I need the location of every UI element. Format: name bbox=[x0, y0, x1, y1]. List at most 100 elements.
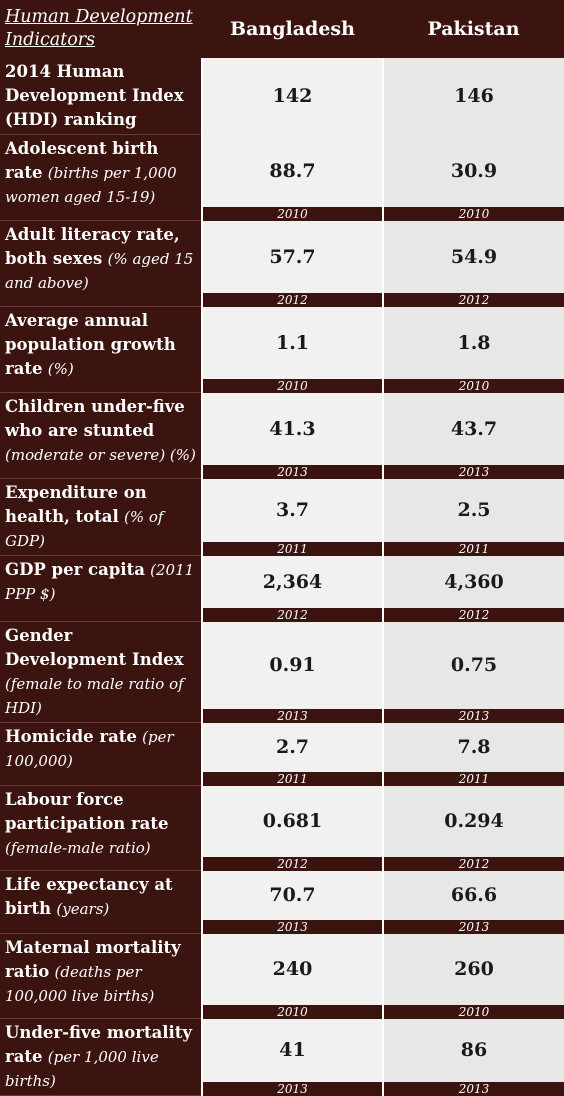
indicator-unit: (female to male ratio of HDI) bbox=[5, 675, 184, 717]
indicator-name: Expenditure on health, total bbox=[5, 483, 147, 526]
value-bangladesh: 1.1 bbox=[275, 331, 310, 354]
value-cell-bangladesh: 240 2010 bbox=[201, 933, 383, 1019]
indicator-unit: (% aged 15 and above) bbox=[5, 250, 194, 292]
indicator-name: Maternal mortality ratio bbox=[5, 938, 181, 981]
data-year: 2013 bbox=[384, 708, 564, 723]
value-pakistan: 30.9 bbox=[450, 159, 498, 182]
value-pakistan: 0.75 bbox=[450, 654, 498, 676]
data-year: 2012 bbox=[384, 856, 564, 871]
value-cell-bangladesh: 1.1 2010 bbox=[201, 306, 383, 393]
value-pakistan: 260 bbox=[454, 958, 494, 980]
value-pakistan: 43.7 bbox=[450, 417, 498, 440]
table-title-line1: Human Development bbox=[5, 7, 193, 27]
indicator-name: Children under-five who are stunted bbox=[5, 397, 185, 440]
indicator-unit: (moderate or severe) (%) bbox=[5, 446, 196, 464]
data-year: 2013 bbox=[203, 464, 382, 479]
table-row: Under-five mortality rate (per 1,000 liv… bbox=[0, 1018, 564, 1096]
value-bangladesh: 88.7 bbox=[269, 159, 316, 182]
indicator-unit: (female-male ratio) bbox=[5, 839, 151, 857]
table-title: Human Development Indicators bbox=[0, 0, 202, 58]
value-cell-bangladesh: 88.7 2010 bbox=[201, 134, 383, 221]
indicator-label: Adolescent birth rate (births per 1,000 … bbox=[0, 134, 202, 221]
table-row: 2014 Human Development Index (HDI) ranki… bbox=[0, 58, 564, 135]
data-year: 2012 bbox=[384, 607, 564, 622]
table-row: Homicide rate (per 100,000) 2.7 2011 7.8 201… bbox=[0, 722, 564, 786]
table-row: Life expectancy at birth (years) 70.7 2013… bbox=[0, 870, 564, 934]
value-pakistan: 7.8 bbox=[457, 736, 491, 758]
value-cell-pakistan: 260 2010 bbox=[382, 933, 564, 1019]
value-pakistan: 2.5 bbox=[457, 499, 491, 521]
value-bangladesh: 57.7 bbox=[269, 245, 316, 268]
value-cell-pakistan: 2.5 2011 bbox=[382, 478, 564, 556]
column-header-bangladesh: Bangladesh bbox=[202, 0, 383, 58]
data-year: 2012 bbox=[203, 607, 382, 622]
value-cell-bangladesh: 70.7 2013 bbox=[201, 870, 383, 934]
indicator-unit: (%) bbox=[47, 360, 74, 378]
table-row: Adult literacy rate, both sexes (% aged … bbox=[0, 220, 564, 307]
indicator-unit: (years) bbox=[56, 900, 110, 918]
value-pakistan: 66.6 bbox=[450, 884, 498, 906]
indicator-unit: (per 100,000) bbox=[5, 728, 174, 770]
indicator-unit: (% of GDP) bbox=[5, 508, 164, 550]
value-pakistan: 1.8 bbox=[457, 331, 491, 354]
data-year: 2013 bbox=[203, 1081, 382, 1096]
data-year: 2012 bbox=[203, 292, 382, 307]
value-cell-pakistan: 30.9 2010 bbox=[382, 134, 564, 221]
value-cell-bangladesh: 3.7 2011 bbox=[201, 478, 383, 556]
value-pakistan: 54.9 bbox=[450, 245, 498, 268]
table-row: GDP per capita (2011 PPP $) 2,364 2012 4,36… bbox=[0, 555, 564, 622]
data-year: 2012 bbox=[384, 292, 564, 307]
data-year: 2011 bbox=[384, 541, 564, 556]
value-bangladesh: 240 bbox=[272, 958, 313, 980]
data-year: 2013 bbox=[203, 708, 382, 723]
value-cell-bangladesh: 57.7 2012 bbox=[201, 220, 383, 307]
indicator-label: Life expectancy at birth (years) bbox=[0, 870, 202, 934]
value-cell-pakistan: 66.6 2013 bbox=[382, 870, 564, 934]
value-cell-pakistan: 7.8 2011 bbox=[382, 722, 564, 786]
value-cell-pakistan: 0.75 2013 bbox=[382, 621, 564, 723]
data-year: 2010 bbox=[203, 1004, 382, 1019]
value-cell-bangladesh: 142 bbox=[201, 58, 383, 135]
indicator-unit: (deaths per 100,000 live births) bbox=[5, 963, 155, 1005]
indicator-label: Adult literacy rate, both sexes (% aged … bbox=[0, 220, 202, 307]
value-bangladesh: 142 bbox=[272, 85, 313, 108]
value-pakistan: 146 bbox=[454, 85, 494, 108]
value-cell-bangladesh: 0.681 2012 bbox=[201, 785, 383, 871]
data-year: 2013 bbox=[384, 1081, 564, 1096]
indicator-name: Adolescent birth rate bbox=[5, 139, 159, 182]
value-pakistan: 86 bbox=[460, 1039, 488, 1061]
table-row: Expenditure on health, total (% of GDP) 3… bbox=[0, 478, 564, 556]
value-bangladesh: 41.3 bbox=[269, 417, 316, 440]
column-header-pakistan: Pakistan bbox=[383, 0, 564, 58]
value-bangladesh: 2,364 bbox=[262, 570, 323, 593]
indicator-name: Adult literacy rate, both sexes bbox=[5, 225, 180, 268]
value-cell-pakistan: 1.8 2010 bbox=[382, 306, 564, 393]
indicator-unit: (2011 PPP $) bbox=[5, 561, 195, 603]
table-row: Labour force participation rate (female-… bbox=[0, 785, 564, 871]
value-pakistan: 0.294 bbox=[444, 810, 504, 832]
value-cell-pakistan: 146 bbox=[382, 58, 564, 135]
data-year: 2013 bbox=[384, 464, 564, 479]
value-cell-bangladesh: 41.3 2013 bbox=[201, 392, 383, 479]
indicator-label: Under-five mortality rate (per 1,000 liv… bbox=[0, 1018, 202, 1096]
data-year: 2013 bbox=[384, 919, 564, 934]
table-row: Children under-five who are stunted (mod… bbox=[0, 392, 564, 479]
indicator-name: Average annual population growth rate bbox=[5, 311, 176, 378]
indicator-unit: (births per 1,000 women aged 15-19) bbox=[5, 164, 177, 206]
indicator-name: Life expectancy at birth bbox=[5, 875, 173, 918]
indicator-label: Expenditure on health, total (% of GDP) bbox=[0, 478, 202, 556]
table-row: Average annual population growth rate (%… bbox=[0, 306, 564, 393]
value-cell-pakistan: 54.9 2012 bbox=[382, 220, 564, 307]
indicator-name: 2014 Human Development Index (HDI) ranki… bbox=[5, 62, 184, 129]
indicator-name: Labour force participation rate bbox=[5, 790, 169, 833]
data-year: 2010 bbox=[203, 206, 382, 221]
data-year: 2013 bbox=[203, 919, 382, 934]
data-year: 2010 bbox=[384, 378, 564, 393]
data-year: 2011 bbox=[203, 541, 382, 556]
value-cell-bangladesh: 2,364 2012 bbox=[201, 555, 383, 622]
value-bangladesh: 2.7 bbox=[275, 736, 310, 758]
value-pakistan: 4,360 bbox=[444, 570, 504, 593]
header-row: Human Development Indicators Bangladesh … bbox=[0, 0, 564, 58]
data-year: 2011 bbox=[203, 771, 382, 786]
